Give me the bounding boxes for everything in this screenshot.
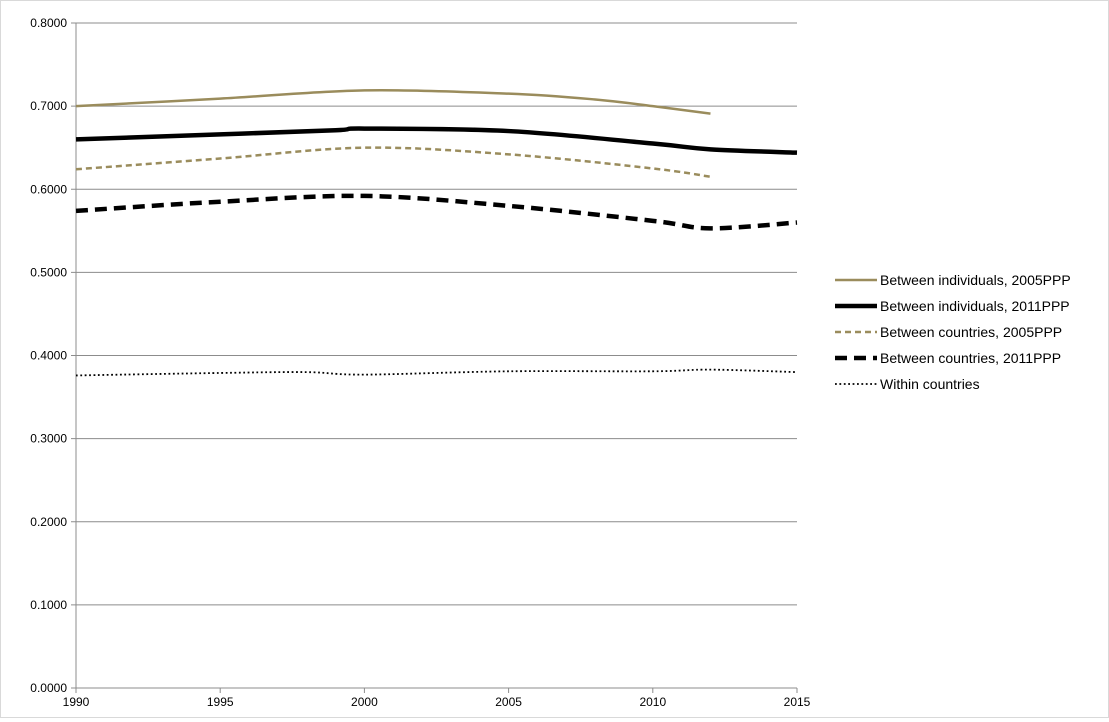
legend: Between individuals, 2005PPP Between indi… [835,272,1071,392]
series-line-2 [75,126,798,155]
y-tick-label: 0.5000 [30,265,67,279]
y-tick-label: 0.0000 [30,681,67,695]
y-tick-label: 0.7000 [30,99,67,113]
legend-label: Between countries, 2011PPP [880,350,1061,366]
legend-label: Between individuals, 2005PPP [880,272,1071,288]
x-tick-label: 1990 [63,695,90,709]
legend-label: Within countries [880,376,980,392]
series-line-3 [75,146,711,179]
x-tick-label: 2005 [495,695,522,709]
legend-label: Between individuals, 2011PPP [880,298,1070,314]
series-line-1 [75,88,711,115]
x-tick-label: 2010 [639,695,666,709]
y-tick-label: 0.4000 [30,349,67,363]
y-tick-label: 0.1000 [30,598,67,612]
y-tick-label: 0.8000 [30,16,67,30]
y-tick-label: 0.3000 [30,432,67,446]
y-tick-label: 0.2000 [30,515,67,529]
x-tick-label: 2015 [784,695,811,709]
axes: 0.0000 0.1000 0.2000 0.3000 0.4000 0.5000 0.60… [30,16,810,709]
gridlines [76,22,797,606]
x-tick-label: 1995 [207,695,234,709]
series-line-4 [75,193,798,231]
series-lines [75,88,798,377]
series-line-5 [75,368,798,377]
y-tick-label: 0.6000 [30,182,67,196]
legend-label: Between countries, 2005PPP [880,324,1062,340]
x-tick-label: 2000 [351,695,378,709]
